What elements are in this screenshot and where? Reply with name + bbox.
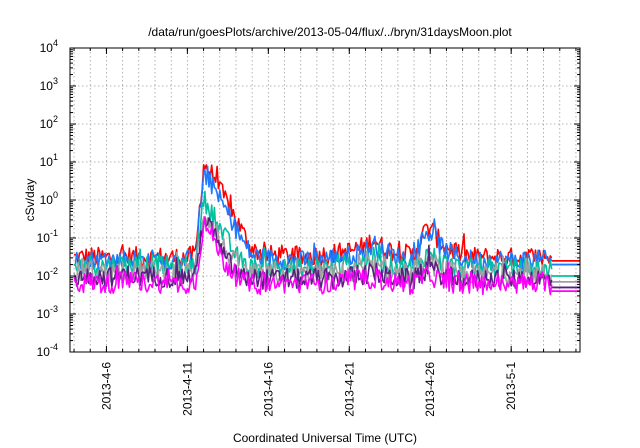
y-tick-label: 10-3 [37,304,58,321]
series-line [73,216,553,296]
series-line [73,165,553,272]
y-tick-label: 104 [40,38,58,55]
x-tick-label: 2013-4-6 [99,362,113,410]
x-tick-label: 2013-4-26 [423,362,437,417]
y-tick-label: 10-1 [37,228,58,245]
y-tick-exponent: -3 [50,304,58,314]
grid-lines [70,48,580,352]
y-tick-label: 10-4 [37,342,58,359]
x-tick-labels: 2013-4-6 2013-4-11 2013-4-16 2013-4-21 2013-… [99,362,518,417]
y-tick-exponent: -4 [50,342,58,352]
y-tick-exponent: 4 [53,38,58,48]
y-tick-exponent: 2 [53,114,58,124]
y-tick-exponent: -2 [50,266,58,276]
series-line [73,190,553,280]
y-tick-label: 10-2 [37,266,58,283]
y-tick-label: 101 [40,152,58,169]
y-tick-exponent: -1 [50,228,58,238]
y-tick-exponent: 3 [53,76,58,86]
axis-ticks [70,47,580,353]
series-lines [73,164,580,296]
y-tick-label: 100 [40,190,58,207]
y-axis-label: cSv/day [23,179,37,222]
y-tick-label: 103 [40,76,58,93]
x-tick-label: 2013-4-11 [180,362,194,416]
x-tick-label: 2013-4-16 [261,362,275,417]
y-tick-exponent: 0 [53,190,58,200]
x-tick-label: 2013-5-1 [504,362,518,410]
y-tick-exponent: 1 [53,152,58,162]
x-tick-label: 2013-4-21 [342,362,356,417]
chart-title: /data/run/goesPlots/archive/2013-05-04/f… [148,25,512,39]
y-tick-label: 102 [40,114,58,131]
x-axis-label: Coordinated Universal Time (UTC) [233,431,417,445]
